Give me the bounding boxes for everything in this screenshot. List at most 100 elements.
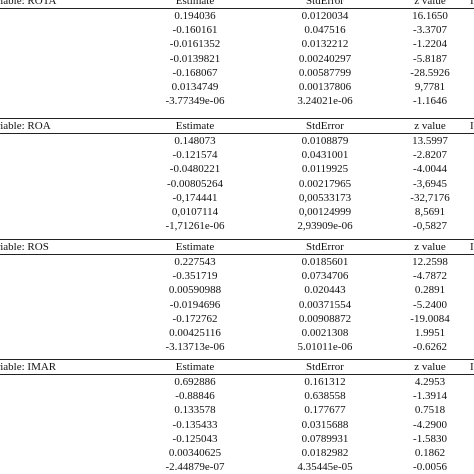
estimate-cell: 0.692886 <box>174 376 216 388</box>
table-row: -0.0480221 0.0119925 -4.0044 <box>0 162 474 176</box>
table-row: -0.0194696 0.00371554 -5.2400 <box>0 298 474 312</box>
estimate-cell: -0.00805264 <box>167 177 223 190</box>
zvalue-cell: -2.8207 <box>413 149 447 162</box>
table-row: -0.160161 0.047516 -3.3707 <box>0 23 474 37</box>
table-row: 0.00340625 0.0182982 0.1862 <box>0 446 474 460</box>
table-row: -0.125043 0.0789931 -1.5830 <box>0 432 474 446</box>
stderror-cell: 0.00371554 <box>298 298 352 311</box>
table-row: -1,71261e-06 2,93909e-06 -0,5827 <box>0 219 474 233</box>
estimate-cell: -0.351719 <box>172 270 218 283</box>
estimate-header: Estimate <box>175 120 215 132</box>
table-row: -0,174441 0,00533173 -32,7176 <box>0 191 474 205</box>
stderror-cell: 0,00124999 <box>298 205 352 218</box>
stderror-cell: 0.00217965 <box>298 177 352 190</box>
estimate-cell: 0.194036 <box>174 10 216 22</box>
table-row: -2.44879e-07 4.35445e-05 -0.0056 <box>0 460 474 474</box>
stderror-cell: 0.638558 <box>304 390 346 403</box>
stderror-cell: 0.00137806 <box>298 80 352 93</box>
stderror-cell: 0.0185601 <box>301 256 349 268</box>
estimate-cell: -0.160161 <box>172 24 218 37</box>
zvalue-cell: 1.9951 <box>414 326 446 339</box>
estimate-cell: -0.125043 <box>172 432 218 445</box>
ros-header-row: ent variable: ROS Estimate StdError z va… <box>0 239 474 255</box>
stderror-cell: 0.0021308 <box>301 326 349 339</box>
zvalue-header: z value <box>414 241 446 253</box>
zvalue-cell: 8,5691 <box>414 205 446 218</box>
estimate-cell: 0.133578 <box>174 404 216 417</box>
estimate-cell: -3.13713e-06 <box>165 341 225 354</box>
zvalue-cell: -1.3914 <box>413 390 447 403</box>
zvalue-cell: -0,5827 <box>413 220 447 233</box>
table-row: -3.13713e-06 5.01011e-06 -0.6262 <box>0 340 474 354</box>
estimate-cell: -0,174441 <box>172 191 218 204</box>
rota-header-row: ent variable: ROTA Estimate StdError z v… <box>0 0 474 9</box>
zvalue-cell: -0.6262 <box>413 341 447 354</box>
estimate-cell: 0.227543 <box>174 256 216 268</box>
table-row: 0.133578 0.177677 0.7518 <box>0 403 474 417</box>
truncated-column-header: I <box>470 241 474 253</box>
stderror-cell: 0.0734706 <box>301 270 349 283</box>
estimate-cell: 0.148073 <box>174 135 216 147</box>
stderror-header: StdError <box>306 361 344 373</box>
stderror-header: StdError <box>306 0 344 7</box>
zvalue-cell: 16.1650 <box>412 10 448 22</box>
rota-block: ent variable: ROTA Estimate StdError z v… <box>0 0 474 108</box>
table-row: 0,0107114 0,00124999 8,5691 <box>0 205 474 219</box>
estimate-cell: -1,71261e-06 <box>165 220 225 233</box>
table-row: 0.692886 0.161312 4.2953 <box>0 375 474 389</box>
ros-block: ent variable: ROS Estimate StdError z va… <box>0 239 474 354</box>
truncated-column-header: I <box>470 0 474 7</box>
zvalue-cell: -5.2400 <box>413 298 447 311</box>
stderror-cell: 0,00533173 <box>298 191 352 204</box>
zvalue-cell: -4.0044 <box>413 163 447 176</box>
stderror-cell: 0.0132212 <box>301 38 349 51</box>
stderror-cell: 5.01011e-06 <box>297 341 353 354</box>
stderror-cell: 0.0315688 <box>301 418 349 431</box>
zvalue-header: z value <box>414 120 446 132</box>
estimate-cell: 0.00590988 <box>168 284 222 297</box>
table-row: 0.0134749 0.00137806 9,7781 <box>0 80 474 94</box>
table-row: 0.194036 0.0120034 16.1650 <box>0 9 474 23</box>
estimate-cell: 0.00340625 <box>168 446 222 459</box>
estimate-cell: 0.00425116 <box>169 326 221 339</box>
truncated-column-header: I <box>470 120 474 132</box>
roa-block: ent variable: ROA Estimate StdError z va… <box>0 118 474 233</box>
estimate-header: Estimate <box>175 0 215 7</box>
zvalue-cell: -3.3707 <box>413 24 447 37</box>
zvalue-cell: -1.2204 <box>413 38 447 51</box>
zvalue-cell: 13.5997 <box>412 135 448 147</box>
estimate-cell: -0.135433 <box>172 418 218 431</box>
stderror-cell: 0.0182982 <box>301 446 349 459</box>
table-row: -0.172762 0.00908872 -19.0084 <box>0 312 474 326</box>
zvalue-cell: 0.2891 <box>414 284 446 297</box>
estimate-cell: 0.0134749 <box>171 80 219 93</box>
zvalue-cell: -28.5926 <box>410 66 450 79</box>
estimate-cell: -0.0161352 <box>169 38 221 51</box>
zvalue-header: z value <box>414 361 446 373</box>
dependent-variable-label: ent variable: ROA <box>0 120 51 132</box>
dependent-variable-label: ent variable: IMAR <box>0 361 57 373</box>
estimate-cell: -0.0194696 <box>169 298 221 311</box>
zvalue-cell: -0.0056 <box>413 461 447 474</box>
estimate-header: Estimate <box>175 361 215 373</box>
zvalue-cell: 12.2598 <box>412 256 448 268</box>
table-row: -0.168067 0.00587799 -28.5926 <box>0 66 474 80</box>
zvalue-cell: -4.2900 <box>413 418 447 431</box>
table-row: -0.00805264 0.00217965 -3,6945 <box>0 177 474 191</box>
stderror-cell: 0.177677 <box>304 404 346 417</box>
zvalue-cell: -3,6945 <box>413 177 447 190</box>
zvalue-cell: -19.0084 <box>410 312 450 325</box>
table-row: -0.0161352 0.0132212 -1.2204 <box>0 37 474 51</box>
stderror-cell: 0.161312 <box>304 376 346 388</box>
estimate-cell: 0,0107114 <box>171 205 219 218</box>
table-row: 0.227543 0.0185601 12.2598 <box>0 255 474 269</box>
stderror-cell: 0.0119925 <box>301 163 349 176</box>
table-row: -0.0139821 0.00240297 -5.8187 <box>0 52 474 66</box>
imar-block: ent variable: IMAR Estimate StdError z v… <box>0 359 474 474</box>
stderror-cell: 0.020443 <box>304 284 346 297</box>
zvalue-header: z value <box>414 0 446 7</box>
stderror-cell: 3.24021e-06 <box>297 95 353 108</box>
stderror-cell: 0.00908872 <box>298 312 352 325</box>
truncated-column-header: I <box>470 361 474 373</box>
